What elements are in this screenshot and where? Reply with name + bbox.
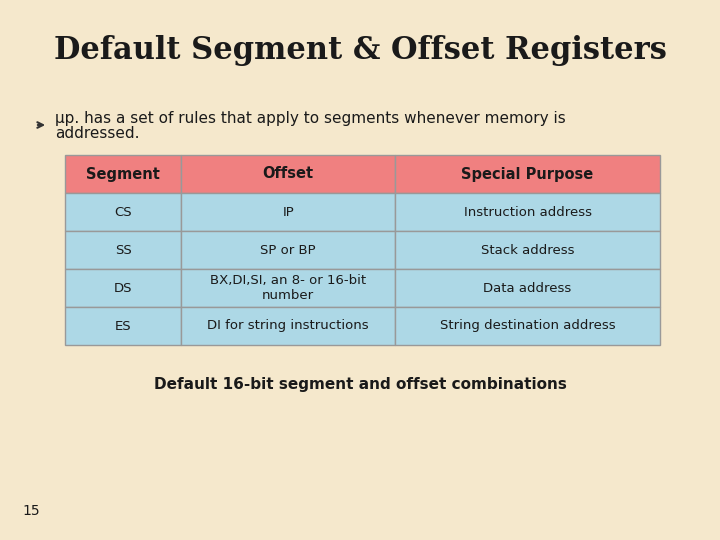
Bar	[181, 193, 395, 231]
Text: BX,DI,SI, an 8- or 16-bit
number: BX,DI,SI, an 8- or 16-bit number	[210, 274, 366, 302]
Bar	[65, 155, 181, 193]
Text: SP or BP: SP or BP	[261, 244, 316, 256]
Text: CS: CS	[114, 206, 132, 219]
Text: Default 16-bit segment and offset combinations: Default 16-bit segment and offset combin…	[153, 377, 567, 393]
Bar	[395, 155, 660, 193]
Bar	[395, 307, 660, 345]
Text: Segment: Segment	[86, 166, 160, 181]
Text: Offset: Offset	[263, 166, 314, 181]
Text: DS: DS	[114, 281, 132, 294]
Text: Default Segment & Offset Registers: Default Segment & Offset Registers	[53, 35, 667, 65]
Bar	[181, 155, 395, 193]
Text: DI for string instructions: DI for string instructions	[207, 320, 369, 333]
Bar	[395, 231, 660, 269]
Text: µp. has a set of rules that apply to segments whenever memory is: µp. has a set of rules that apply to seg…	[55, 111, 566, 125]
Bar	[65, 193, 181, 231]
Text: Data address: Data address	[484, 281, 572, 294]
Text: IP: IP	[282, 206, 294, 219]
Text: Stack address: Stack address	[481, 244, 575, 256]
Text: 15: 15	[22, 504, 40, 518]
Bar	[65, 231, 181, 269]
Bar	[65, 269, 181, 307]
Bar	[181, 269, 395, 307]
Text: SS: SS	[114, 244, 131, 256]
Bar	[395, 269, 660, 307]
Bar	[65, 307, 181, 345]
Bar	[181, 231, 395, 269]
Bar	[181, 307, 395, 345]
Text: ES: ES	[114, 320, 131, 333]
Text: Special Purpose: Special Purpose	[462, 166, 594, 181]
Text: addressed.: addressed.	[55, 125, 140, 140]
Bar	[395, 193, 660, 231]
Text: Instruction address: Instruction address	[464, 206, 592, 219]
Text: String destination address: String destination address	[440, 320, 616, 333]
